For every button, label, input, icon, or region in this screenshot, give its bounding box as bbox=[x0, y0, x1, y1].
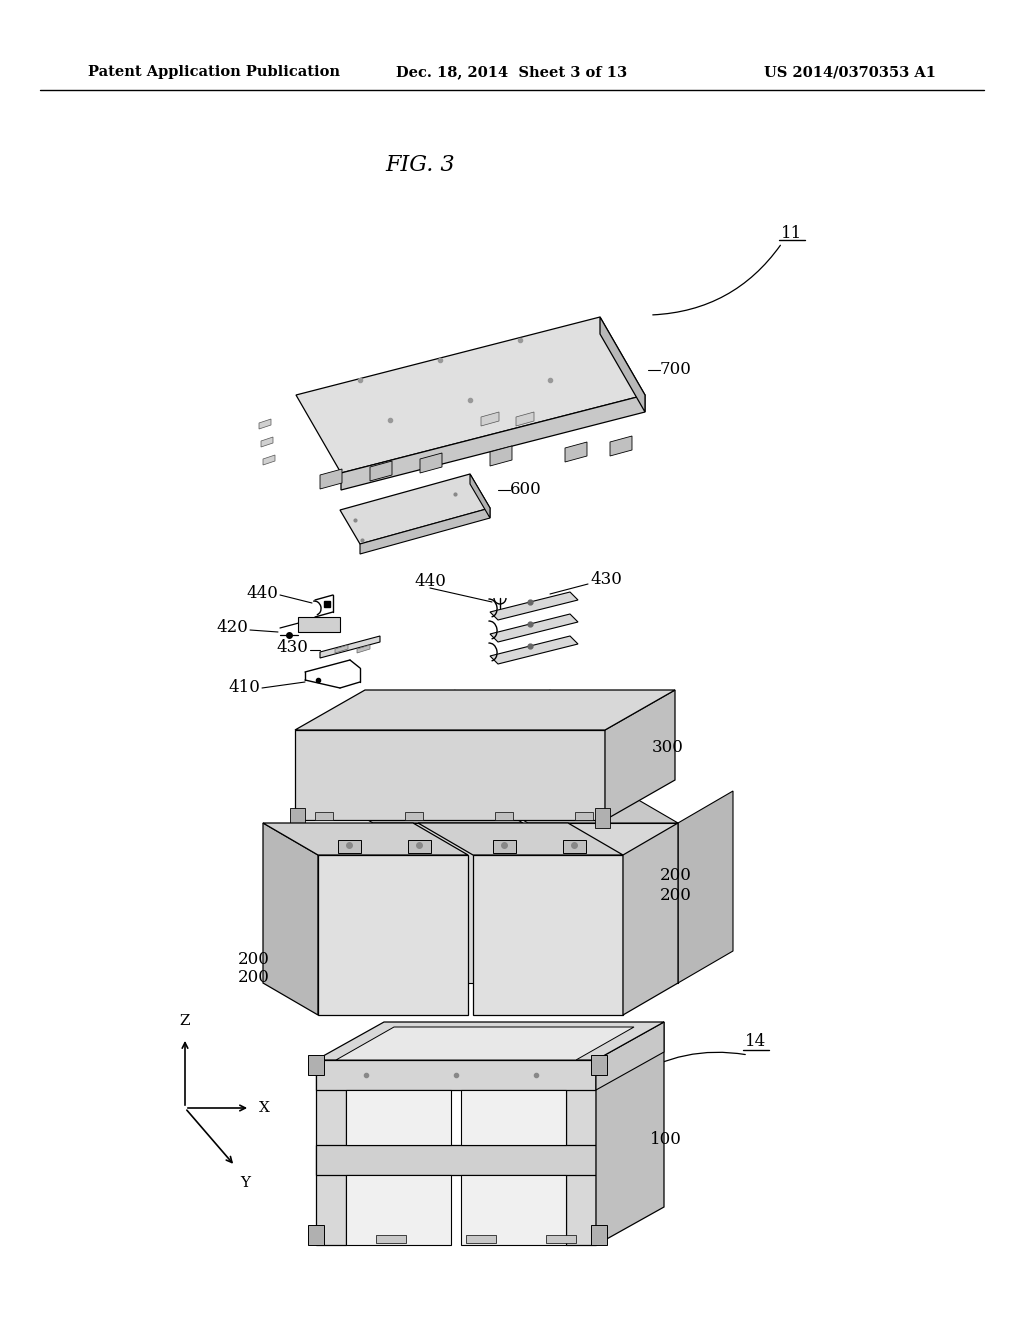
Polygon shape bbox=[318, 791, 523, 822]
Polygon shape bbox=[357, 645, 370, 653]
Polygon shape bbox=[261, 437, 273, 447]
Text: 430: 430 bbox=[276, 639, 308, 656]
Text: Y: Y bbox=[240, 1176, 250, 1191]
Polygon shape bbox=[338, 840, 361, 853]
Polygon shape bbox=[461, 1090, 566, 1144]
Text: 420: 420 bbox=[216, 619, 248, 636]
Text: 440: 440 bbox=[246, 585, 278, 602]
Bar bbox=[308, 1225, 324, 1245]
Polygon shape bbox=[316, 1060, 346, 1245]
Polygon shape bbox=[335, 645, 348, 653]
Polygon shape bbox=[319, 636, 380, 657]
Text: US 2014/0370353 A1: US 2014/0370353 A1 bbox=[764, 65, 936, 79]
Bar bbox=[315, 812, 333, 820]
Text: 410: 410 bbox=[228, 680, 260, 697]
Text: 600: 600 bbox=[510, 482, 542, 499]
Polygon shape bbox=[473, 855, 623, 1015]
Polygon shape bbox=[319, 469, 342, 488]
Bar bbox=[495, 812, 513, 820]
Polygon shape bbox=[316, 1060, 596, 1090]
Text: 100: 100 bbox=[650, 1131, 682, 1148]
Polygon shape bbox=[408, 840, 431, 853]
Polygon shape bbox=[316, 1144, 596, 1175]
Text: FIG. 3: FIG. 3 bbox=[385, 154, 455, 176]
Text: Patent Application Publication: Patent Application Publication bbox=[88, 65, 340, 79]
Polygon shape bbox=[678, 791, 733, 983]
Polygon shape bbox=[490, 636, 578, 664]
Bar bbox=[298, 616, 340, 632]
Polygon shape bbox=[360, 508, 490, 554]
Polygon shape bbox=[418, 822, 623, 855]
Polygon shape bbox=[623, 822, 678, 1015]
Text: 200: 200 bbox=[660, 866, 692, 883]
Polygon shape bbox=[610, 436, 632, 455]
Text: 300: 300 bbox=[652, 739, 684, 756]
Text: 11: 11 bbox=[781, 224, 803, 242]
Text: Dec. 18, 2014  Sheet 3 of 13: Dec. 18, 2014 Sheet 3 of 13 bbox=[396, 65, 628, 79]
Text: 200: 200 bbox=[239, 952, 270, 969]
Bar bbox=[466, 1236, 496, 1243]
Text: 200: 200 bbox=[660, 887, 692, 903]
Polygon shape bbox=[600, 317, 645, 412]
Polygon shape bbox=[490, 446, 512, 466]
Polygon shape bbox=[565, 442, 587, 462]
Polygon shape bbox=[473, 791, 678, 822]
Polygon shape bbox=[516, 412, 534, 426]
Polygon shape bbox=[340, 474, 490, 544]
Polygon shape bbox=[528, 822, 678, 983]
Bar bbox=[591, 1225, 607, 1245]
Bar bbox=[591, 1055, 607, 1074]
Text: 700: 700 bbox=[660, 362, 692, 379]
Polygon shape bbox=[263, 822, 318, 1015]
Polygon shape bbox=[316, 1022, 664, 1060]
Polygon shape bbox=[373, 822, 523, 983]
Polygon shape bbox=[493, 840, 516, 853]
Polygon shape bbox=[490, 591, 578, 620]
Polygon shape bbox=[490, 614, 578, 642]
Polygon shape bbox=[605, 690, 675, 820]
Bar bbox=[308, 1055, 324, 1074]
Polygon shape bbox=[346, 1090, 451, 1144]
Polygon shape bbox=[318, 855, 468, 1015]
Bar bbox=[290, 808, 305, 828]
Polygon shape bbox=[296, 317, 645, 473]
Polygon shape bbox=[481, 412, 499, 426]
Text: X: X bbox=[259, 1101, 270, 1115]
Polygon shape bbox=[470, 474, 490, 517]
Polygon shape bbox=[596, 1022, 664, 1245]
Polygon shape bbox=[596, 1022, 664, 1090]
Polygon shape bbox=[259, 418, 271, 429]
Text: 14: 14 bbox=[745, 1034, 767, 1051]
Polygon shape bbox=[563, 840, 586, 853]
Bar bbox=[595, 808, 610, 828]
Polygon shape bbox=[420, 453, 442, 473]
Text: 440: 440 bbox=[414, 573, 445, 590]
Polygon shape bbox=[370, 461, 392, 480]
Polygon shape bbox=[263, 822, 468, 855]
Text: 200: 200 bbox=[239, 969, 270, 986]
Text: 430: 430 bbox=[590, 572, 622, 589]
Bar bbox=[546, 1236, 575, 1243]
Polygon shape bbox=[566, 1060, 596, 1245]
Bar bbox=[406, 812, 423, 820]
Polygon shape bbox=[295, 730, 605, 820]
Polygon shape bbox=[263, 455, 275, 465]
Polygon shape bbox=[341, 395, 645, 490]
Bar bbox=[376, 1236, 406, 1243]
Bar bbox=[575, 812, 593, 820]
Polygon shape bbox=[336, 1027, 634, 1060]
Text: Z: Z bbox=[180, 1014, 190, 1028]
Polygon shape bbox=[461, 1175, 566, 1245]
Polygon shape bbox=[295, 690, 675, 730]
Polygon shape bbox=[346, 1175, 451, 1245]
